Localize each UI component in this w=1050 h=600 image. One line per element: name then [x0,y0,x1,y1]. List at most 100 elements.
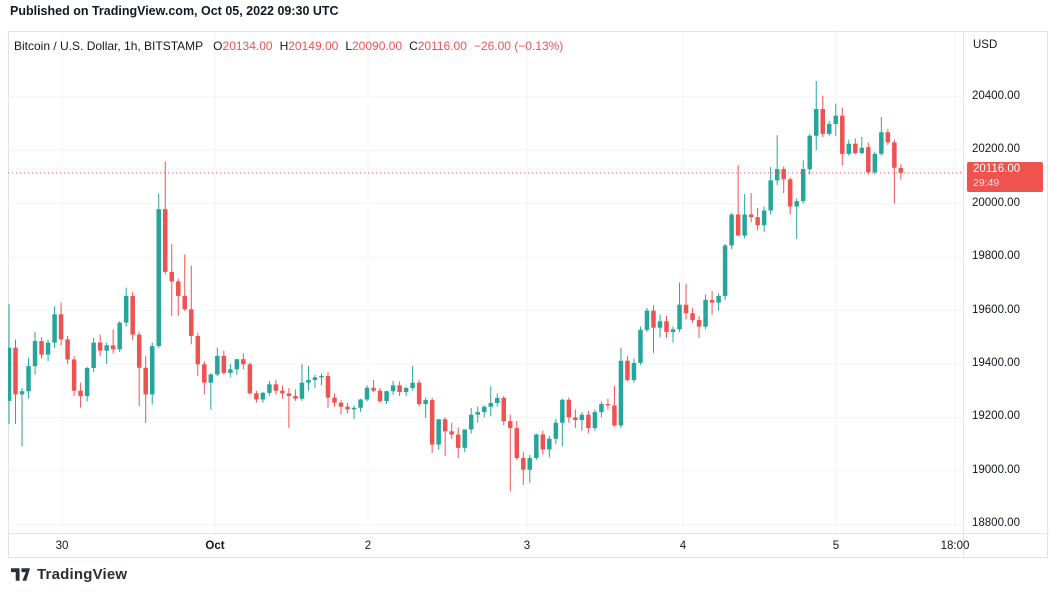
candle [403,386,409,397]
candle [416,380,422,407]
symbol-title: Bitcoin / U.S. Dollar, 1h, BITSTAMP [14,39,204,53]
candle [189,265,194,345]
candle [866,142,871,175]
candle [820,95,825,138]
candle [306,365,311,391]
candle [794,198,799,240]
candle [371,380,376,393]
candle [254,390,259,403]
candle [846,139,852,156]
time-axis-label: 2 [364,540,372,552]
candle [221,350,227,375]
candle [664,315,669,338]
candle [716,293,721,311]
candle [364,385,370,402]
current-price-value: 20116.00 [973,163,1021,175]
candle [247,362,253,395]
candle [827,121,832,136]
candle [325,372,331,408]
candle [879,117,884,156]
candle [735,165,741,236]
candle [514,420,520,461]
candle [312,374,318,389]
candle [840,107,845,166]
price-axis-unit: USD [973,39,998,51]
candle [670,326,676,343]
candle [332,393,337,407]
candle [26,357,31,399]
candle [566,397,572,423]
candle [853,138,858,155]
candle [462,429,467,453]
candle [813,80,819,151]
chart-frame [8,31,1048,558]
time-axis-label: 30 [55,540,69,552]
candle [455,427,461,458]
candlestick-plot[interactable] [8,31,963,533]
candle [345,402,350,414]
candle [488,386,493,417]
candle [436,419,441,450]
candle [65,335,70,364]
candle [71,355,77,397]
candle [508,414,513,492]
candle [651,305,656,353]
tradingview-brand[interactable]: TradingView [10,566,127,583]
price-axis-separator [963,31,964,558]
candle [319,373,324,386]
price-axis-label: 20000.00 [972,196,1020,209]
candle [384,390,389,405]
price-axis-label: 19000.00 [972,463,1020,476]
price-axis-label: 19400.00 [972,357,1020,369]
candle [293,389,298,401]
candle [683,283,689,320]
candle [169,244,174,316]
candle [234,359,240,375]
candle [39,337,44,359]
candle [176,278,181,316]
candle [703,294,708,330]
candle [286,388,292,429]
candle [631,358,637,383]
candle [468,407,474,434]
price-axis-label: 20400.00 [972,90,1020,102]
candle [859,137,865,155]
candle [8,303,12,425]
bar-countdown: 29:49 [973,176,1000,189]
candle [123,287,129,327]
candle [267,380,272,397]
candle [898,164,904,180]
time-axis-separator [8,533,1049,534]
candle [449,422,454,439]
candle [390,380,396,395]
candle [644,307,650,332]
candle [397,381,402,397]
candle [527,454,533,484]
candle [156,193,161,348]
candle [273,380,279,395]
candle [553,418,559,445]
candle [592,409,598,431]
price-axis-label: 18800.00 [972,517,1020,530]
candle [136,331,142,407]
published-note: Published on TradingView.com, Oct 05, 20… [10,4,339,18]
candle [52,306,57,348]
ohlc-close: C20116.00 [409,39,467,53]
candle [442,417,448,457]
candle [885,129,891,146]
candle [104,342,109,364]
candle [32,331,38,375]
candle [110,329,116,354]
candle [579,412,585,431]
candle [755,207,760,231]
candle [768,167,773,215]
candle [534,433,539,461]
price-axis-label: 20200.00 [972,143,1020,156]
candle [612,385,617,427]
tradingview-logo-icon [10,568,31,581]
candle [709,290,715,315]
price-axis-label: 19800.00 [972,250,1020,263]
chart-legend[interactable]: Bitcoin / U.S. Dollar, 1h, BITSTAMP O2013… [14,39,563,53]
candle [182,254,188,311]
